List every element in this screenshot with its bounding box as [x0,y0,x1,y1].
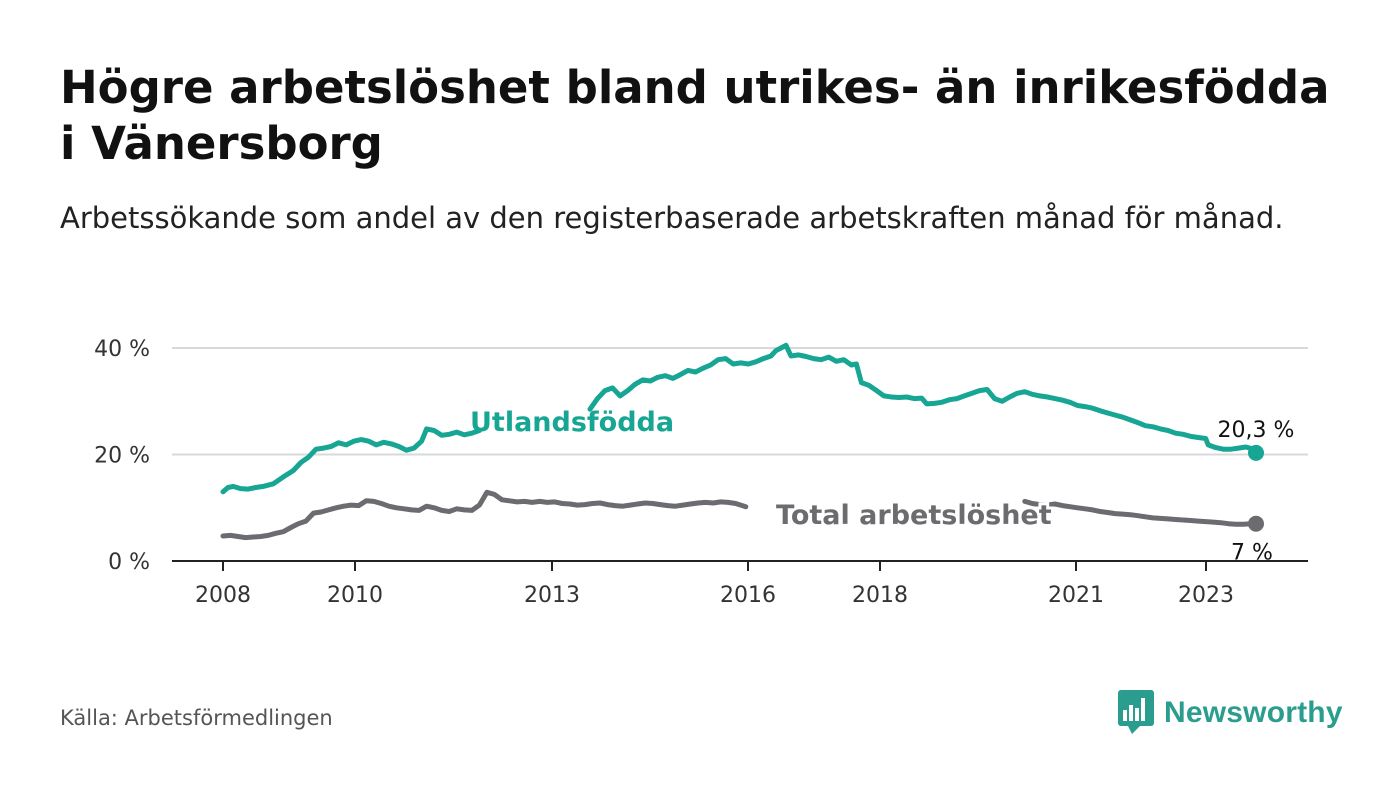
bar-chart-speech-bubble-icon [1118,690,1154,734]
newsworthy-logo[interactable]: Newsworthy [1118,690,1343,736]
end-label-total: 7 % [1231,541,1273,566]
brand-name: Newsworthy [1164,696,1343,729]
end-point-total [1248,515,1264,532]
source-note: Källa: Arbetsförmedlingen [60,706,333,730]
x-tick-label: 2010 [327,583,383,608]
page-subtitle: Arbetssökande som andel av den registerb… [60,201,1284,235]
x-tick-label: 2013 [524,583,580,608]
x-tick-label: 2023 [1178,583,1234,608]
series-line-utlandsfodda-segment-1 [587,342,1259,456]
y-tick-label: 40 % [94,337,150,362]
y-tick-label: 20 % [94,444,150,469]
x-tick-label: 2008 [195,583,251,608]
series-line-total-segment-1 [1022,498,1259,527]
series-label-utlandsfodda: Utlandsfödda [470,407,674,438]
line-chart: 0 % 20 % 40 % 2008 2010 2013 2016 2018 2021 2023… [94,337,1308,608]
end-point-utlandsfodda [1248,444,1264,461]
x-tick-label: 2016 [720,583,776,608]
series-labels: 20,3 % 7 % Utlandsfödda Total arbetslöshet [470,407,1294,566]
page-title: Högre arbetslöshet bland utrikes- än inr… [60,61,1330,170]
y-tick-label: 0 % [108,550,150,575]
series-label-total: Total arbetslöshet [776,500,1052,531]
end-label-utlandsfodda: 20,3 % [1218,418,1295,443]
series-line-utlandsfodda-segment-0 [220,426,482,495]
y-axis-labels: 0 % 20 % 40 % [94,337,150,575]
x-tick-label: 2021 [1048,583,1104,608]
x-axis: 2008 2010 2013 2016 2018 2021 2023 [172,560,1308,608]
series-line-total-segment-0 [220,489,749,541]
x-tick-label: 2018 [852,583,908,608]
gridlines [172,347,1308,456]
series-lines [220,342,1264,541]
